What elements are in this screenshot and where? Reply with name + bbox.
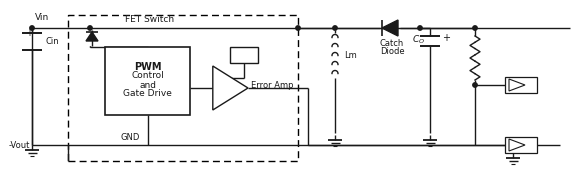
Text: PWM: PWM	[134, 62, 161, 72]
Text: LED+: LED+	[509, 141, 533, 150]
Text: -: -	[216, 93, 220, 103]
Circle shape	[418, 26, 422, 30]
Text: +: +	[442, 33, 450, 43]
Text: GND: GND	[120, 134, 140, 143]
Bar	[68, 15, 298, 161]
Text: -Vout: -Vout	[9, 141, 30, 150]
Text: Catch: Catch	[380, 40, 404, 48]
FancyBboxPatch shape	[105, 47, 190, 115]
Text: and: and	[139, 81, 156, 89]
Text: Lm: Lm	[344, 51, 357, 60]
Circle shape	[88, 26, 92, 30]
Text: Error Amp: Error Amp	[251, 81, 293, 91]
Circle shape	[473, 83, 477, 87]
FancyBboxPatch shape	[505, 77, 537, 93]
Text: REF: REF	[235, 51, 253, 59]
FancyBboxPatch shape	[505, 137, 537, 153]
Circle shape	[296, 26, 300, 30]
FancyBboxPatch shape	[230, 47, 258, 63]
Text: $C_O$: $C_O$	[412, 34, 425, 46]
Polygon shape	[509, 139, 525, 151]
Text: Diode: Diode	[379, 48, 404, 57]
Text: Control: Control	[131, 72, 164, 81]
Text: +: +	[25, 29, 33, 38]
Polygon shape	[86, 32, 98, 41]
Circle shape	[473, 26, 477, 30]
Polygon shape	[509, 79, 525, 91]
Circle shape	[333, 26, 337, 30]
Polygon shape	[382, 20, 398, 36]
Circle shape	[30, 26, 34, 30]
Text: Vin: Vin	[35, 14, 49, 23]
Text: +: +	[214, 73, 222, 83]
Text: Cin: Cin	[46, 37, 59, 46]
Text: FET Switch: FET Switch	[125, 16, 174, 25]
Text: LED-: LED-	[512, 81, 531, 89]
Text: Gate Drive: Gate Drive	[123, 89, 172, 98]
Polygon shape	[213, 66, 248, 110]
